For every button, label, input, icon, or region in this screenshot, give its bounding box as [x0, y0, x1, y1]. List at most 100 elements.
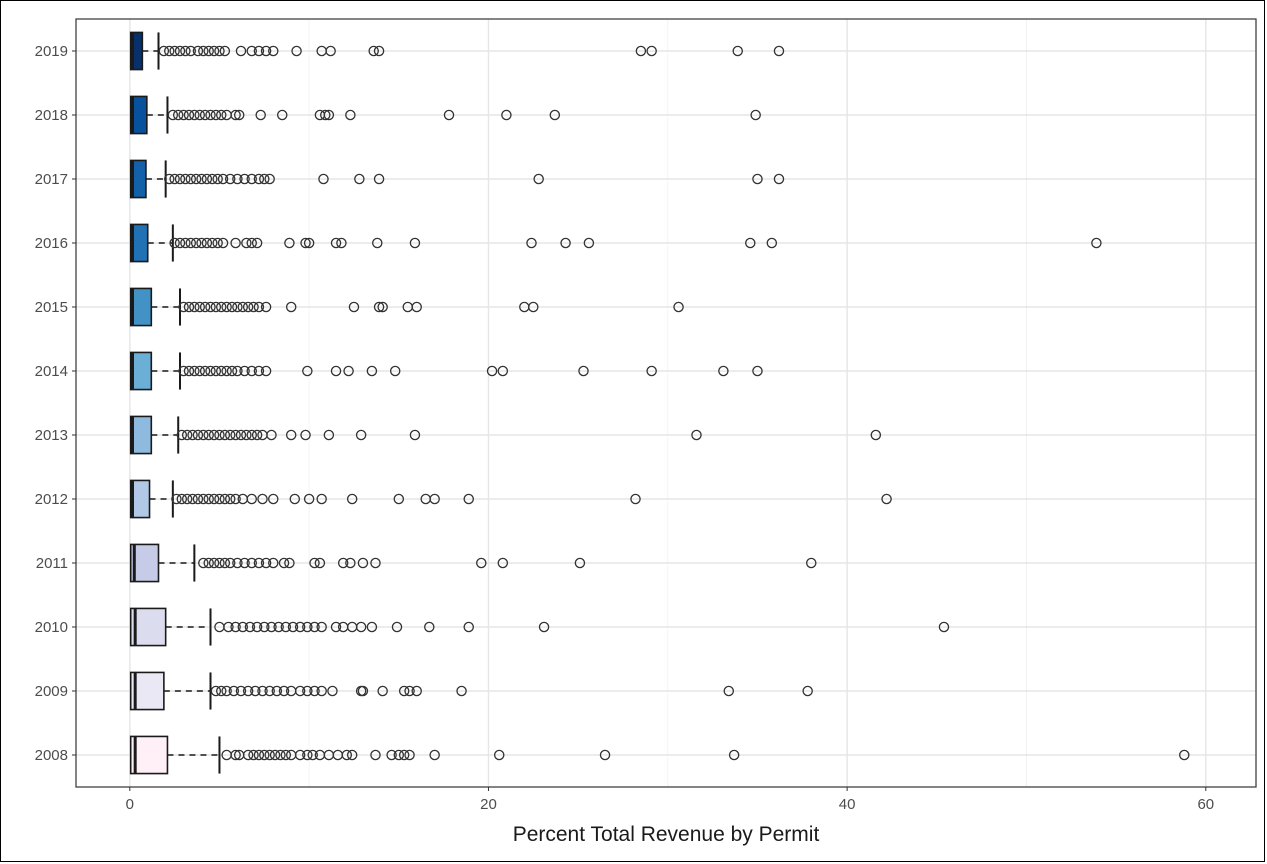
outlier-point [230, 493, 241, 505]
outlier-point [221, 685, 232, 697]
outlier-point [230, 109, 241, 121]
outlier-point [201, 237, 213, 249]
box-2008 [129, 735, 1190, 775]
outlier-point [493, 749, 505, 761]
outlier-point [316, 621, 327, 633]
outlier-point [203, 429, 214, 441]
outlier-point [346, 749, 358, 761]
outlier-point [348, 301, 360, 313]
outlier-point [174, 45, 186, 57]
outlier-point [501, 109, 512, 121]
outlier-point [368, 45, 379, 57]
outlier-point [302, 365, 313, 377]
outlier-point [271, 685, 283, 697]
box-2019 [129, 31, 785, 71]
outlier-point [275, 749, 286, 761]
outlier-point [309, 685, 320, 697]
outlier-point [199, 365, 211, 377]
outlier-point [190, 173, 202, 185]
y-tick-label: 2009 [35, 683, 68, 700]
outlier-point [216, 365, 227, 377]
outlier-point [255, 109, 266, 121]
outlier-point [260, 301, 272, 313]
outlier-point [366, 621, 378, 633]
outlier-point [178, 365, 189, 377]
outlier-point [248, 749, 259, 761]
outlier-point [389, 365, 401, 377]
outlier-point [268, 45, 279, 57]
outlier-point [355, 429, 367, 441]
outlier-point [180, 237, 191, 249]
outlier-point [386, 749, 397, 761]
outlier-point [343, 365, 354, 377]
outlier-point [219, 429, 231, 441]
outlier-point [242, 685, 254, 697]
outlier-point [1091, 237, 1102, 249]
box-iqr [129, 95, 148, 135]
outlier-point [219, 45, 231, 57]
outlier-point [323, 429, 335, 441]
outlier-point [183, 365, 195, 377]
outlier-point [164, 45, 175, 57]
outlier-point [393, 493, 405, 505]
outlier-point [216, 685, 227, 697]
outlier-point [183, 109, 195, 121]
outlier-point [169, 237, 180, 249]
outlier-point [357, 685, 369, 697]
box-iqr [129, 223, 149, 263]
box-series [129, 31, 1190, 775]
outlier-point [766, 237, 778, 249]
x-axis: 0 20 40 60 [126, 787, 1214, 813]
outlier-point [246, 493, 257, 505]
outlier-point [198, 429, 209, 441]
outlier-point [201, 173, 213, 185]
outlier-point [316, 493, 327, 505]
outlier-point [294, 749, 306, 761]
outlier-point [268, 493, 279, 505]
outlier-point [264, 749, 275, 761]
outlier-point [318, 173, 329, 185]
outlier-point [178, 109, 189, 121]
outlier-point [205, 365, 216, 377]
y-tick-label: 2011 [36, 555, 68, 572]
outlier-point [224, 557, 236, 569]
outlier-point [285, 301, 297, 313]
outlier-point [538, 621, 550, 633]
outlier-point [259, 621, 270, 633]
outlier-point [158, 45, 170, 57]
y-tick-label: 2014 [35, 363, 68, 380]
outlier-point [185, 237, 197, 249]
outlier-point [217, 237, 229, 249]
outlier-point [259, 749, 270, 761]
outlier-point [337, 557, 349, 569]
outlier-point [224, 429, 236, 441]
y-axis: 2019 2018 2017 2016 2015 2014 2013 2012 2011 2010… [35, 43, 76, 764]
outlier-point [583, 237, 595, 249]
outlier-point [235, 429, 247, 441]
outlier-point [269, 749, 281, 761]
outlier-point [253, 557, 265, 569]
outlier-point [221, 365, 232, 377]
y-tick-label: 2010 [35, 619, 68, 636]
outlier-point [246, 429, 257, 441]
outlier-point [230, 429, 241, 441]
outlier-point [443, 109, 455, 121]
outlier-point [241, 237, 252, 249]
outlier-point [354, 173, 365, 185]
y-tick-label: 2017 [35, 171, 68, 188]
outlier-point [284, 557, 295, 569]
y-tick-label: 2008 [35, 747, 68, 764]
y-tick-label: 2015 [35, 299, 68, 316]
outlier-point [232, 173, 243, 185]
box-2009 [129, 671, 813, 711]
outlier-point [528, 301, 539, 313]
outlier-point [463, 621, 474, 633]
outlier-point [336, 237, 347, 249]
outlier-point [246, 365, 257, 377]
outlier-point [646, 45, 657, 57]
outlier-point [169, 173, 180, 185]
outlier-point [635, 45, 647, 57]
outlier-point [219, 557, 231, 569]
outlier-point [294, 621, 306, 633]
outlier-point [429, 493, 440, 505]
